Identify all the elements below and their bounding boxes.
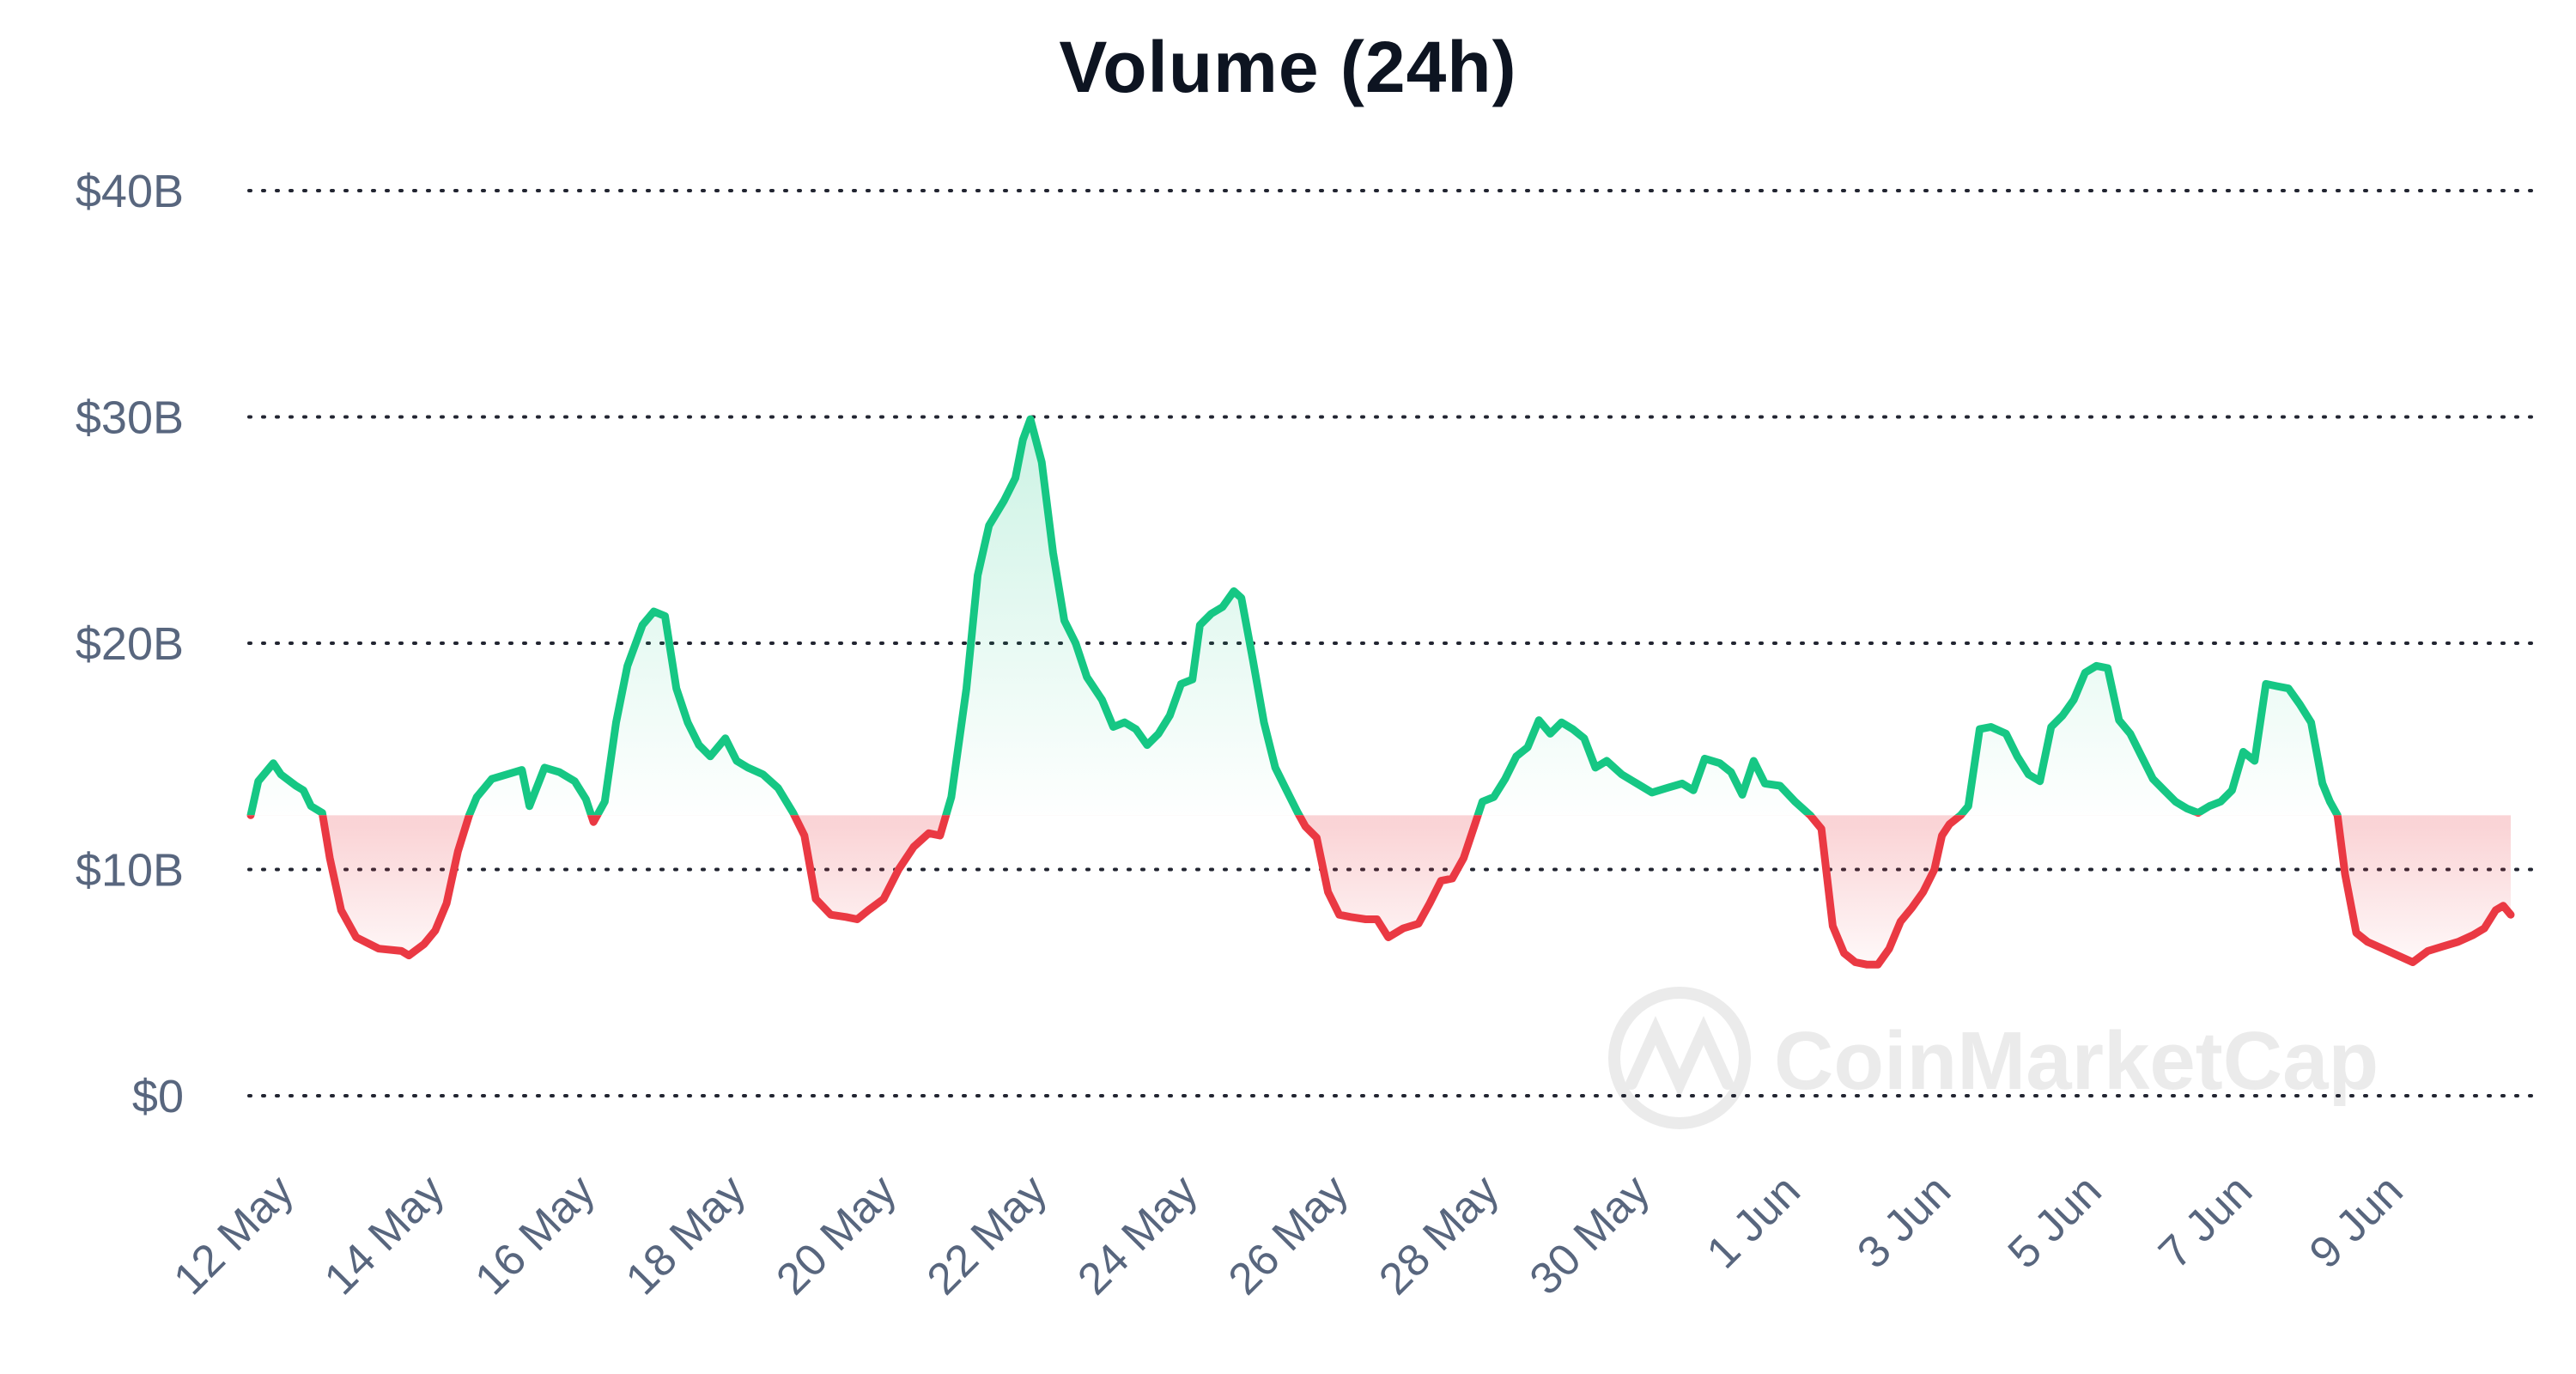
y-tick-label: $20B [76,618,184,670]
x-tick-label: 26 May [1219,1165,1358,1304]
y-tick-label: $0 [132,1071,184,1122]
y-tick-label: $10B [76,845,184,897]
x-tick-label: 1 Jun [1698,1165,1810,1278]
x-tick-label: 28 May [1370,1165,1509,1304]
chart-title: Volume (24h) [1059,27,1517,107]
x-tick-label: 12 May [165,1165,304,1304]
x-tick-label: 14 May [315,1165,454,1304]
x-tick-label: 3 Jun [1848,1165,1960,1278]
watermark-text: CoinMarketCap [1774,1015,2379,1107]
area-below-baseline [251,815,2511,965]
coinmarketcap-logo-icon [1608,987,1751,1129]
area-fills [251,419,2511,965]
volume-line-above [246,415,2342,816]
x-tick-label: 9 Jun [2300,1165,2413,1278]
x-tick-label: 18 May [617,1165,756,1304]
x-tick-label: 30 May [1521,1165,1660,1304]
area-above-baseline [251,419,2511,816]
x-tick-label: 5 Jun [1999,1165,2111,1278]
x-tick-label: 7 Jun [2149,1165,2262,1278]
y-tick-label: $30B [76,392,184,444]
y-tick-label: $40B [76,166,184,217]
x-tick-label: 24 May [1068,1165,1207,1304]
volume-line-below [246,815,2515,969]
volume-series [246,415,2515,969]
watermark: CoinMarketCap [1608,987,2379,1129]
x-tick-label: 22 May [918,1165,1057,1304]
grid-lines [247,189,2543,1097]
y-axis-ticks: $0 $10B $20B $30B $40B [76,166,184,1122]
x-tick-label: 16 May [465,1165,605,1304]
x-axis-ticks: 12 May 14 May 16 May 18 May 20 May 22 May 24 M… [165,1165,2413,1304]
x-tick-label: 20 May [767,1165,906,1304]
